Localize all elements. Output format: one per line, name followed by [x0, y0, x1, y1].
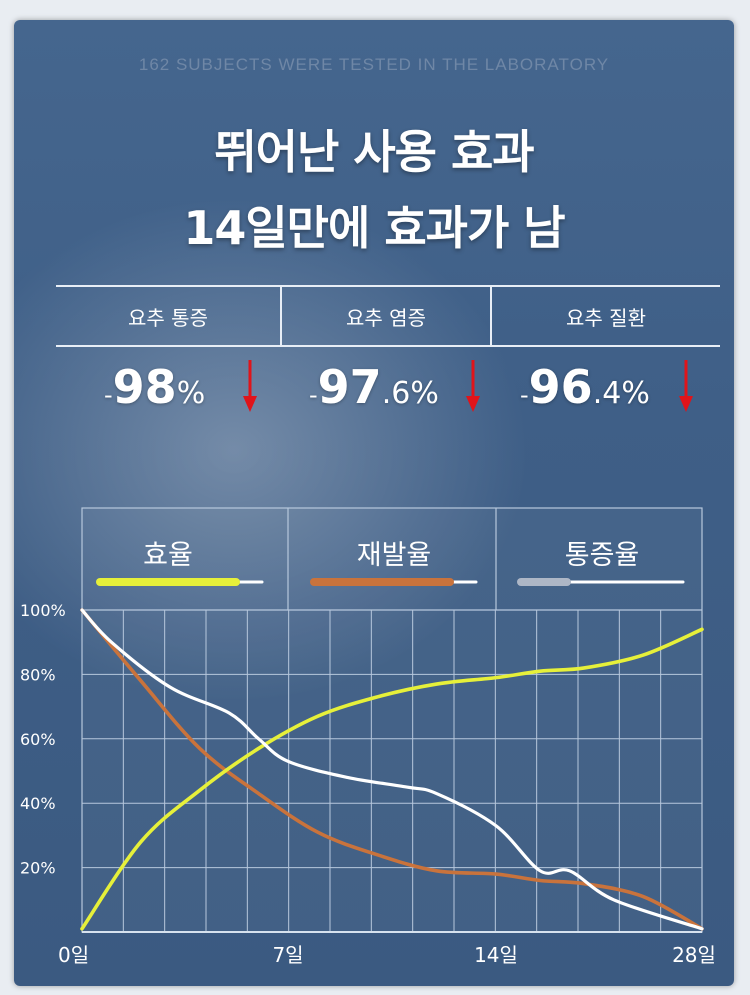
stat-number: 97 [317, 360, 382, 414]
line-chart: 100% 80% 60% 40% 20% 0일 7일 14일 28일 [20, 507, 716, 967]
series-line-efficacy [80, 627, 704, 931]
stat-decimal: .4 [592, 376, 622, 411]
y-tick-label: 60% [20, 730, 56, 749]
y-tick-label: 100% [20, 601, 66, 620]
legend-label-efficacy: 효율 [98, 533, 238, 572]
stat-unit: % [176, 376, 206, 411]
stat-unit: % [621, 376, 650, 411]
y-tick-label: 80% [20, 665, 56, 684]
y-tick-label: 40% [20, 794, 56, 813]
y-tick-label: 20% [20, 859, 56, 878]
stat-value-disease: -96.4% [520, 360, 650, 420]
legend-label-pain: 통증율 [532, 533, 672, 572]
stat-value-pain: -98% [104, 360, 205, 420]
legend-label-recurrence: 재발율 [324, 533, 464, 572]
x-tick-label: 28일 [672, 943, 716, 967]
stat-number: 98 [112, 360, 177, 414]
stat-prefix: - [520, 381, 529, 409]
study-caption: 162 SUBJECTS WERE TESTED IN THE LABORATO… [138, 55, 610, 74]
stat-prefix: - [104, 381, 113, 409]
stat-label-pain: 요추 통증 [56, 287, 282, 345]
series-line-pain [80, 608, 704, 931]
stats-header-table: 요추 통증 요추 염증 요추 질환 [56, 285, 720, 347]
down-arrow-icon [679, 360, 693, 412]
stat-number: 96 [528, 360, 593, 414]
stat-value-inflammation: -97.6% [309, 360, 439, 420]
stat-label-inflammation: 요추 염증 [282, 287, 492, 345]
stat-prefix: - [309, 381, 318, 409]
down-arrow-icon [243, 360, 257, 412]
x-tick-label: 0일 [58, 943, 89, 967]
down-arrow-icon [466, 360, 480, 412]
x-tick-label: 14일 [474, 943, 518, 967]
infographic-card: 162 SUBJECTS WERE TESTED IN THE LABORATO… [14, 20, 734, 986]
stat-label-disease: 요추 질환 [566, 305, 646, 330]
stat-decimal: .6 [381, 376, 411, 411]
headline-line-1: 뛰어난 사용 효과 [214, 125, 534, 179]
headline-line-2: 14일만에 효과가 남 [183, 201, 565, 255]
stat-unit: % [410, 376, 439, 411]
x-tick-label: 7일 [272, 943, 303, 967]
